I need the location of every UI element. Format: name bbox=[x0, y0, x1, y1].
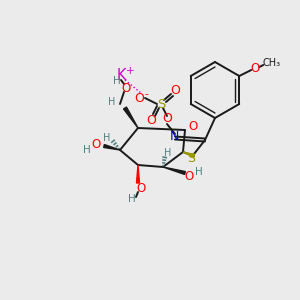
Text: H: H bbox=[164, 148, 172, 158]
Text: N: N bbox=[169, 130, 179, 143]
Text: H: H bbox=[113, 76, 121, 86]
Text: O: O bbox=[250, 61, 260, 74]
Text: H: H bbox=[83, 145, 91, 155]
Text: O: O bbox=[170, 83, 180, 97]
Text: O: O bbox=[134, 92, 144, 104]
Text: +: + bbox=[126, 66, 134, 76]
Text: H: H bbox=[195, 167, 203, 177]
Text: O: O bbox=[146, 113, 156, 127]
Text: O: O bbox=[188, 121, 198, 134]
Text: K: K bbox=[116, 68, 126, 83]
Text: O: O bbox=[184, 169, 194, 182]
Polygon shape bbox=[136, 165, 140, 183]
Polygon shape bbox=[183, 152, 194, 158]
Text: S: S bbox=[157, 98, 165, 110]
Text: O: O bbox=[136, 182, 146, 196]
Text: -: - bbox=[144, 89, 148, 99]
Polygon shape bbox=[103, 145, 120, 150]
Text: H: H bbox=[128, 194, 136, 204]
Text: O: O bbox=[92, 137, 100, 151]
Text: H: H bbox=[108, 97, 116, 107]
Polygon shape bbox=[124, 107, 138, 128]
Text: O: O bbox=[162, 112, 172, 125]
Polygon shape bbox=[163, 167, 185, 174]
Text: CH₃: CH₃ bbox=[262, 58, 280, 68]
Text: H: H bbox=[103, 133, 111, 143]
Text: O: O bbox=[122, 82, 130, 94]
Text: S: S bbox=[187, 152, 195, 164]
